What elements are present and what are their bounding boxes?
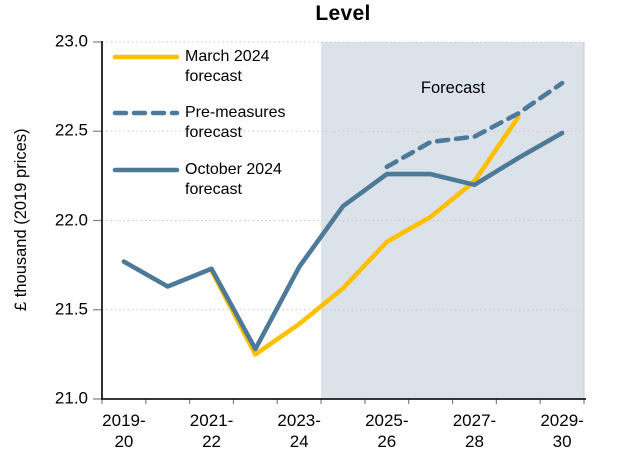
legend: March 2024 forecast Pre-measures forecas… xyxy=(112,47,311,216)
legend-item-march-2024: March 2024 forecast xyxy=(112,47,311,87)
x-tick-label: 2019-20 xyxy=(102,411,146,452)
y-tick-label: 23.0 xyxy=(54,31,88,51)
x-tick-label: 2027-28 xyxy=(452,411,497,452)
x-tick-label: 2025-26 xyxy=(365,411,409,452)
y-tick-label: 21.0 xyxy=(54,388,88,408)
legend-line-swatch-dashed-blue xyxy=(112,111,180,116)
legend-item-october-2024: October 2024 forecast xyxy=(112,160,311,200)
y-tick-label: 22.5 xyxy=(54,120,88,140)
legend-label: Pre-measures forecast xyxy=(185,104,286,142)
legend-label: October 2024 forecast xyxy=(185,160,282,198)
x-tick-label: 2021-22 xyxy=(189,411,234,452)
chart-title: Level xyxy=(315,2,371,25)
legend-line-swatch-solid-yellow xyxy=(112,54,180,60)
legend-label: March 2024 forecast xyxy=(185,48,270,86)
y-tick-label: 21.5 xyxy=(54,299,88,319)
series-line-october-2024-forecast xyxy=(121,130,565,352)
y-tick-label: 22.0 xyxy=(54,210,88,230)
legend-line-swatch-solid-blue xyxy=(112,167,180,172)
x-tick-label: 2023-24 xyxy=(277,411,321,452)
forecast-annotation: Forecast xyxy=(420,79,486,97)
series-line-march-2024-forecast xyxy=(209,114,521,357)
x-tick-label: 2029-30 xyxy=(540,411,584,452)
legend-item-pre-measures: Pre-measures forecast xyxy=(112,103,311,143)
series-line-pre-measures-forecast xyxy=(384,80,565,170)
